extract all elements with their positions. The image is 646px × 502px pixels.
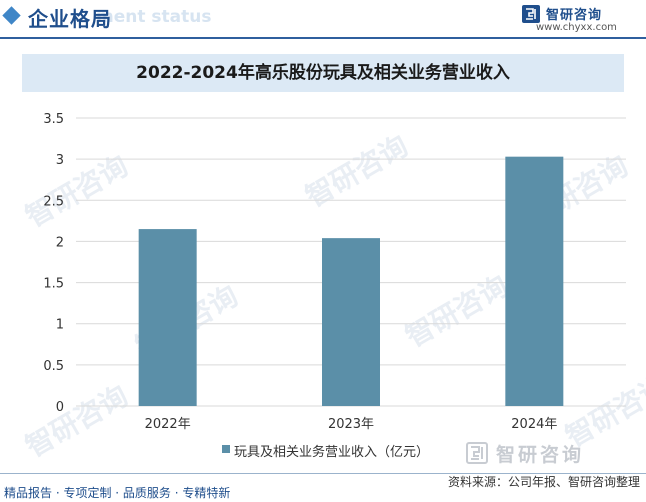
footer-logo-icon xyxy=(466,442,488,464)
chart-title-band: 2022-2024年高乐股份玩具及相关业务营业收入 xyxy=(22,54,624,92)
y-tick-label: 3.5 xyxy=(43,112,64,127)
section-subtitle: ment status xyxy=(96,7,212,27)
y-tick-label: 0.5 xyxy=(43,359,64,374)
brand-logo-icon xyxy=(522,5,540,23)
footer-tags: 精品报告 · 专项定制 · 品质服务 · 专精特新 xyxy=(4,486,231,500)
x-tick-label: 2024年 xyxy=(511,417,557,432)
x-tick-label: 2023年 xyxy=(328,417,374,432)
page-header: ment status 企业格局 智研咨询 www.chyxx.com xyxy=(0,0,646,39)
y-tick-label: 3 xyxy=(56,153,64,168)
footer-divider xyxy=(0,473,646,474)
x-tick-label: 2022年 xyxy=(145,417,191,432)
brand-name: 智研咨询 xyxy=(546,8,603,23)
y-tick-label: 1 xyxy=(56,318,64,333)
y-tick-label: 0 xyxy=(56,400,64,415)
data-source: 资料来源：公司年报、智研咨询整理 xyxy=(447,475,640,489)
legend-label: 玩具及相关业务营业收入（亿元） xyxy=(234,445,430,460)
bar xyxy=(322,238,380,406)
y-tick-label: 2.5 xyxy=(43,194,64,209)
y-tick-label: 1.5 xyxy=(43,277,64,292)
y-tick-label: 2 xyxy=(56,235,64,250)
brand-url: www.chyxx.com xyxy=(536,22,617,33)
footer-brand-name: 智研咨询 xyxy=(496,444,585,466)
bar xyxy=(138,229,197,406)
legend-swatch xyxy=(222,445,230,453)
brand[interactable]: 智研咨询 www.chyxx.com xyxy=(522,2,632,38)
footer-brand: 智研咨询 xyxy=(466,440,636,466)
header-divider xyxy=(0,37,646,39)
section-title: 企业格局 xyxy=(28,7,112,31)
chart-title: 2022-2024年高乐股份玩具及相关业务营业收入 xyxy=(136,63,510,83)
bar xyxy=(505,156,564,406)
